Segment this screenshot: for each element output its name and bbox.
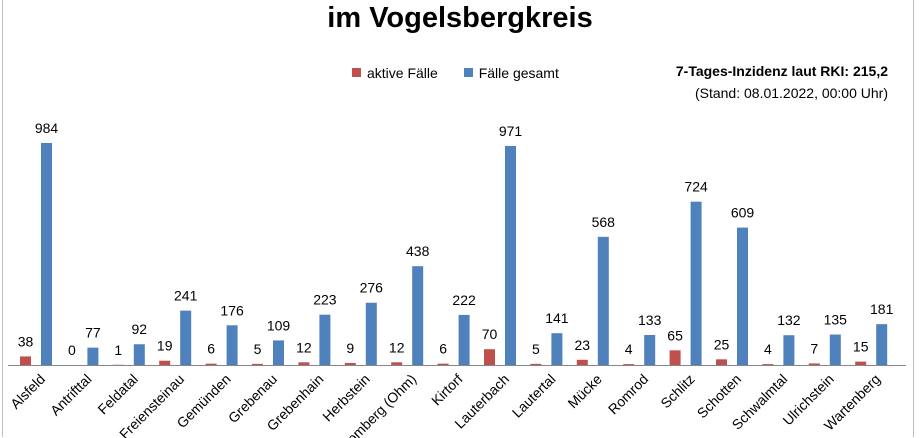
bar-gesamt-11 [551,333,563,365]
bar-aktive-3 [159,360,171,365]
label-aktive-3: 19 [157,338,173,354]
legend-swatch-gesamt [463,68,473,77]
label-gesamt-10: 971 [499,123,523,139]
bar-gesamt-1 [87,347,99,365]
label-gesamt-7: 276 [360,280,384,296]
label-gesamt-14: 724 [684,179,708,195]
legend-label-aktive: aktive Fälle [367,64,438,81]
category-label-12: Mücke [564,371,605,412]
label-aktive-14: 65 [667,327,683,343]
bar-aktive-14 [669,350,681,365]
category-label-11: Lautertal [509,371,559,421]
label-gesamt-2: 92 [132,321,148,337]
label-gesamt-0: 984 [35,120,59,136]
label-aktive-16: 4 [764,341,772,357]
label-aktive-2: 1 [114,342,122,358]
bar-gesamt-10 [505,145,516,365]
label-aktive-4: 6 [207,341,215,357]
category-label-14: Schlitz [657,371,697,411]
label-gesamt-6: 223 [313,292,337,308]
bar-aktive-12 [576,359,588,365]
label-gesamt-18: 181 [870,301,894,317]
label-aktive-15: 25 [714,336,730,352]
bar-aktive-16 [762,364,774,365]
bar-gesamt-4 [226,325,238,365]
bar-aktive-4 [205,363,217,365]
label-aktive-5: 5 [254,341,262,357]
bar-aktive-13 [623,364,635,365]
label-gesamt-5: 109 [267,317,291,333]
bar-gesamt-7 [365,302,377,365]
category-label-13: Romrod [605,371,652,418]
label-aktive-6: 12 [296,339,312,355]
label-gesamt-11: 141 [545,310,569,326]
label-aktive-18: 15 [853,339,869,355]
stand-text: (Stand: 08.01.2022, 00:00 Uhr) [694,85,888,101]
bar-gesamt-6 [319,314,331,365]
bar-gesamt-3 [180,310,192,365]
bar-aktive-5 [252,363,263,365]
legend-item-gesamt: Fälle gesamt [463,64,559,81]
bar-gesamt-5 [273,340,284,365]
bar-aktive-10 [484,349,495,365]
label-aktive-11: 5 [532,341,540,357]
bar-gesamt-12 [597,236,609,365]
category-label-1: Antrifttal [47,371,95,419]
legend-item-aktive: aktive Fälle [352,65,438,81]
bar-gesamt-14 [690,201,702,365]
label-aktive-1: 0 [68,342,76,358]
category-label-9: Kirtorf [428,371,466,409]
label-aktive-9: 6 [439,341,447,357]
label-gesamt-15: 609 [731,205,755,221]
bar-gesamt-8 [412,266,424,365]
bar-aktive-0 [20,356,31,365]
label-gesamt-4: 176 [220,302,244,318]
bar-gesamt-18 [876,324,888,365]
bar-gesamt-2 [133,344,145,365]
bar-aktive-9 [437,363,449,365]
label-gesamt-3: 241 [174,288,198,304]
bar-gesamt-17 [829,334,841,365]
label-gesamt-12: 568 [592,214,616,230]
bar-gesamt-16 [783,335,795,365]
label-aktive-10: 70 [482,326,498,342]
label-gesamt-17: 135 [824,312,848,328]
info-box: 7-Tages-Inzidenz laut RKI: 215,2 (Stand:… [676,60,888,104]
label-gesamt-8: 438 [406,243,430,259]
bar-gesamt-15 [737,227,748,365]
label-aktive-8: 12 [389,339,405,355]
chart-title: im Vogelsbergkreis [327,2,593,34]
category-label-0: Alsfeld [7,371,48,412]
bar-gesamt-9 [458,314,470,365]
bar-aktive-11 [530,363,542,365]
legend-label-gesamt: Fälle gesamt [478,64,559,81]
label-aktive-12: 23 [575,337,591,353]
incidence-text: 7-Tages-Inzidenz laut RKI: 215,2 [675,63,888,79]
bar-gesamt-0 [41,143,52,365]
legend-swatch-aktive [352,68,361,77]
legend: aktive Fälle Fälle gesamt [352,64,581,81]
label-gesamt-1: 77 [85,325,101,341]
category-label-2: Feldatal [94,371,141,418]
label-gesamt-16: 132 [777,312,801,328]
label-aktive-7: 9 [346,340,354,356]
bar-aktive-6 [298,362,310,365]
bar-aktive-7 [344,362,356,365]
label-aktive-0: 38 [18,333,34,349]
bar-aktive-15 [716,359,727,365]
label-gesamt-9: 222 [452,292,476,308]
bar-gesamt-13 [644,334,656,365]
bar-aktive-8 [391,362,403,365]
label-aktive-17: 7 [810,340,818,356]
bar-aktive-17 [808,363,820,365]
label-aktive-13: 4 [625,341,633,357]
label-gesamt-13: 133 [638,312,662,328]
bar-aktive-18 [855,361,867,365]
